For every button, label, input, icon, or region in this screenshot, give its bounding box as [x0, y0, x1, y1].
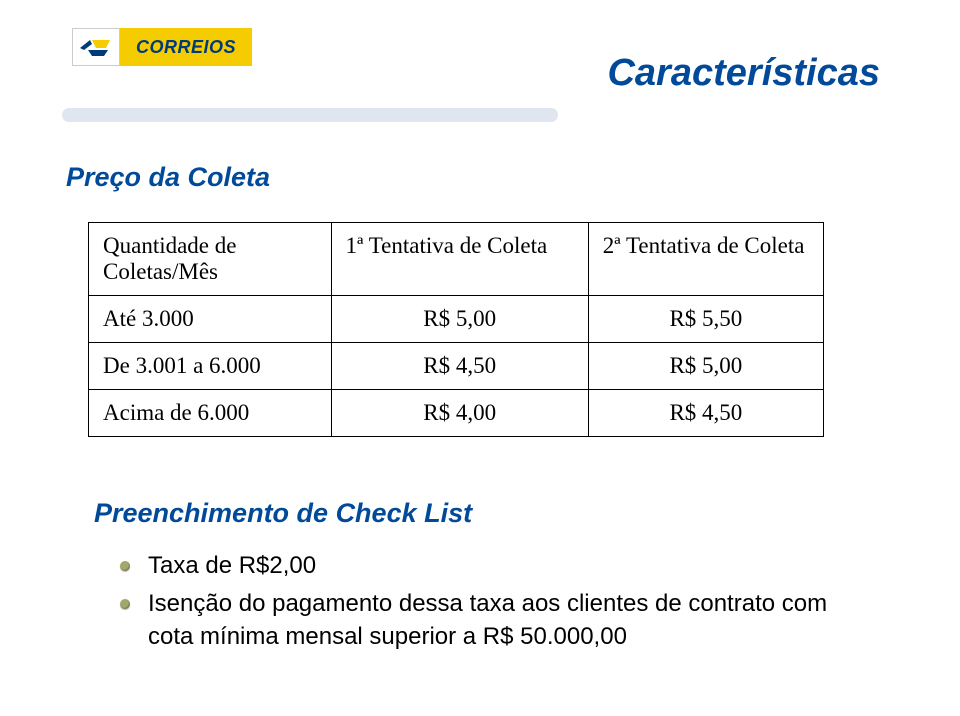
cell-price-1: R$ 4,00 — [331, 390, 588, 437]
section-heading-price: Preço da Coleta — [66, 162, 270, 193]
bullet-list: Taxa de R$2,00 Isenção do pagamento dess… — [120, 550, 860, 659]
list-item: Taxa de R$2,00 — [120, 550, 860, 582]
page-title: Características — [607, 52, 880, 95]
cell-price-2: R$ 5,00 — [588, 343, 823, 390]
cell-price-1: R$ 4,50 — [331, 343, 588, 390]
th-attempt-2: 2ª Tentativa de Coleta — [588, 223, 823, 296]
cell-range: Até 3.000 — [89, 296, 332, 343]
table-row: Até 3.000 R$ 5,00 R$ 5,50 — [89, 296, 824, 343]
section-heading-checklist: Preenchimento de Check List — [94, 498, 472, 529]
th-quantity: Quantidade de Coletas/Mês — [89, 223, 332, 296]
price-table: Quantidade de Coletas/Mês 1ª Tentativa d… — [88, 222, 824, 437]
cell-range: Acima de 6.000 — [89, 390, 332, 437]
logo-text: CORREIOS — [120, 28, 252, 66]
cell-range: De 3.001 a 6.000 — [89, 343, 332, 390]
cell-price-2: R$ 5,50 — [588, 296, 823, 343]
cell-price-1: R$ 5,00 — [331, 296, 588, 343]
th-attempt-1: 1ª Tentativa de Coleta — [331, 223, 588, 296]
cell-price-2: R$ 4,50 — [588, 390, 823, 437]
title-underline — [62, 108, 558, 122]
table-header-row: Quantidade de Coletas/Mês 1ª Tentativa d… — [89, 223, 824, 296]
list-item: Isenção do pagamento dessa taxa aos clie… — [120, 588, 860, 653]
logo-mark — [72, 28, 120, 66]
table-row: Acima de 6.000 R$ 4,00 R$ 4,50 — [89, 390, 824, 437]
table-row: De 3.001 a 6.000 R$ 4,50 R$ 5,00 — [89, 343, 824, 390]
correios-logo: CORREIOS — [72, 28, 252, 66]
